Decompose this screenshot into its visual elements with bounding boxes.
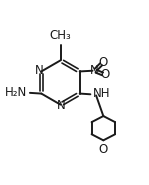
Text: CH₃: CH₃ [50,28,71,41]
Text: NH: NH [93,87,110,100]
Text: N: N [35,64,43,77]
Text: O: O [99,143,108,156]
Text: N: N [57,99,66,112]
Text: O: O [99,56,108,69]
Text: H₂N: H₂N [5,86,27,99]
Text: N: N [90,64,99,77]
Text: O: O [100,68,109,81]
